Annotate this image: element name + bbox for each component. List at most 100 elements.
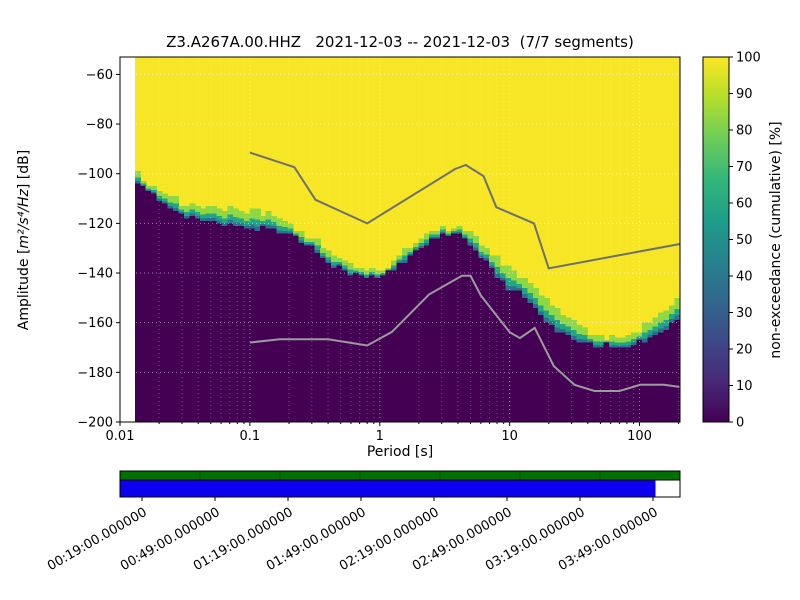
dark-cell [663,330,670,422]
band-cell [374,274,381,277]
band-cell [560,323,567,330]
dark-cell [445,235,452,422]
dark-cell [434,238,441,422]
band-cell [363,274,370,277]
dark-cell [467,245,474,422]
dark-cell [232,225,239,422]
band-cell [445,234,452,237]
band-cell [309,241,316,245]
band-cell [440,231,447,234]
band-cell [538,311,545,316]
band-cell [374,270,381,275]
band-cell [162,198,169,202]
band-cell [249,224,256,229]
band-cell [663,310,670,321]
band-cell [287,228,294,232]
band-cell [374,276,381,279]
band-cell [249,218,256,225]
dark-cell [254,230,261,422]
dark-cell [363,277,370,422]
band-cell [598,345,605,348]
band-cell [587,335,594,339]
colorbar-tick-label: 10 [736,379,753,394]
dark-cell [178,213,185,422]
band-cell [647,322,654,331]
band-cell [309,244,316,247]
band-cell [500,273,507,278]
band-cell [347,263,354,270]
band-cell [472,247,479,252]
dark-cell [418,248,425,422]
dark-cell [412,250,419,422]
band-cell [647,334,654,338]
band-cell [407,251,414,255]
band-cell [401,260,408,264]
band-cell [620,342,627,346]
band-cell [412,249,419,252]
band-cell [570,330,578,337]
band-cell [641,322,648,333]
dark-cell [134,183,141,422]
dark-cell [510,290,518,422]
y-axis-label: Amplitude [m²/s⁴/Hz] [dB] [16,150,32,330]
band-cell [658,312,665,323]
band-cell [401,255,408,261]
dark-cell [478,258,485,422]
band-cell [423,239,430,244]
band-cell [162,201,169,204]
band-cell [216,220,223,224]
band-cell [298,230,305,238]
plot-frame [119,56,681,423]
dark-cell [265,228,272,422]
band-cell [581,335,588,340]
dark-cell [609,347,616,422]
dark-cell [325,263,332,422]
band-cell [429,236,436,239]
y-axis-label-prefix: Amplitude [ [16,248,32,331]
dark-cell [620,347,627,422]
band-cell [282,220,289,228]
band-cell [145,186,152,189]
band-cell [243,213,250,221]
dark-cell [472,250,479,422]
dark-cell [243,228,250,422]
band-cell [614,337,621,343]
band-cell [467,238,474,243]
band-cell [320,256,327,259]
band-cell [265,224,272,229]
band-cell [178,205,185,210]
band-cell [178,211,185,214]
band-cell [265,219,272,225]
band-cell [401,248,408,256]
band-cell [456,229,463,232]
band-cell [510,286,518,291]
low-noise-model-line [249,274,681,392]
dark-cell [276,233,283,422]
band-cell [385,268,392,270]
dark-cell [194,218,201,422]
band-cell [303,241,310,245]
colorbar-label: non-exceedance (cumulative) [%] [768,121,784,359]
band-cell [549,305,556,316]
chart-title: Z3.A267A.00.HHZ 2021-12-03 -- 2021-12-03… [166,33,634,51]
band-cell [222,222,229,227]
dark-cell [298,243,305,422]
y-axis: −60 −80 −100 −120 −140 −160 −180 −200 [77,68,120,431]
band-cell [232,217,239,223]
dark-cell [527,302,534,422]
band-cell [423,233,430,240]
band-cell [500,277,507,281]
band-cell [483,258,490,262]
band-cell [298,240,305,244]
band-cell [652,331,659,336]
band-cell [178,209,185,212]
band-cell [325,256,332,261]
band-cell [172,196,180,204]
dark-cell [216,223,223,422]
band-cell [440,225,447,230]
band-cell [418,246,425,249]
band-cell [407,254,414,257]
band-cell [140,183,147,186]
band-cell [358,274,365,276]
y-tick-label: −100 [77,167,113,182]
